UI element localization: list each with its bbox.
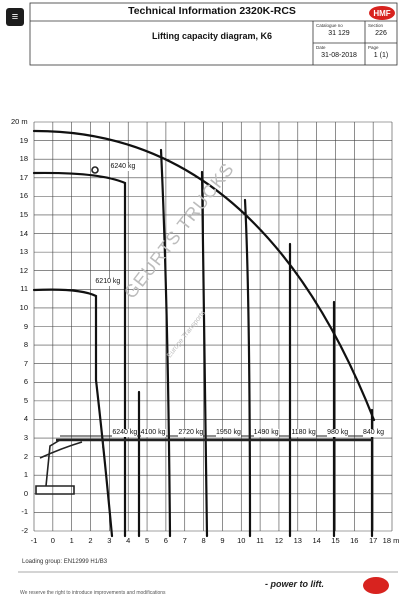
y-tick-label: 12 (19, 265, 28, 275)
y-tick-label: 11 (20, 284, 28, 294)
y-tick-label: 20 m (11, 117, 28, 126)
y-tick-label: -2 (21, 526, 28, 535)
x-tick-label: 18 m (382, 536, 400, 545)
x-tick-label: 10 (237, 536, 246, 545)
hmf-logo: HMF (369, 6, 395, 20)
y-tick-label: 14 (19, 228, 28, 238)
capacity-label: 6240 kg (112, 429, 138, 438)
outer-reach-envelope (32, 129, 376, 422)
crane-column (45, 439, 61, 487)
section-label: Section (368, 23, 384, 28)
corner-menu-icon: ≡ (6, 8, 24, 26)
curve-2720 (159, 148, 172, 538)
x-tick-label: 7 (182, 536, 187, 545)
catalogue-label: Catalogue no (316, 23, 343, 28)
x-tick-label: 6 (163, 536, 168, 545)
y-tick-label: 19 (19, 135, 28, 145)
y-tick-label: 1 (23, 470, 28, 480)
svg-text:HMF: HMF (373, 9, 390, 18)
y-tick-label: -1 (21, 507, 28, 517)
y-tick-label: 15 (19, 209, 28, 219)
y-tick-label: 5 (23, 395, 28, 405)
x-tick-label: 17 (368, 536, 378, 545)
capacity-label: 1180 kg (291, 429, 316, 438)
mid-work-envelope (32, 288, 114, 538)
x-tick-label: -1 (30, 536, 38, 545)
capacity-label: 980 kg (327, 429, 349, 438)
brand-oval (363, 577, 389, 594)
rights-notice: We reserve the right to introduce improv… (20, 590, 166, 596)
x-tick-label: 2 (88, 536, 93, 545)
curve-1490 (243, 198, 252, 538)
y-tick-label: 13 (19, 247, 28, 257)
capacity-label: 840 kg (362, 429, 384, 438)
loading-group: Loading group: EN12999 H1/B3 (22, 559, 108, 565)
capacity-label: 6240 kg (110, 163, 136, 172)
page-value: 1 (1) (373, 52, 389, 59)
x-tick-label: 8 (201, 536, 206, 545)
y-tick-label: 16 (19, 191, 28, 201)
x-tick-label: 0 (50, 536, 55, 545)
section-value: 226 (375, 30, 387, 37)
footer-divider (18, 571, 398, 573)
header-frame (29, 2, 398, 66)
x-tick-label: 4 (126, 536, 131, 545)
capacity-label: 1490 kg (253, 429, 279, 438)
y-tick-label: 4 (23, 414, 28, 424)
x-tick-label: 14 (312, 536, 321, 545)
date-value: 31-08-2018 (321, 52, 357, 59)
x-tick-label: 5 (144, 536, 150, 545)
x-tick-label: 9 (220, 536, 225, 545)
capacity-label: 6210 kg (95, 278, 121, 287)
y-tick-label: 2 (23, 451, 28, 461)
page-label: Page (368, 45, 379, 50)
y-tick-label: 17 (19, 172, 28, 182)
capacity-label: 2720 kg (178, 429, 204, 438)
crane-base (35, 485, 75, 495)
x-tick-label: 1 (69, 536, 74, 545)
y-tick-label: 7 (23, 358, 28, 368)
document-title: Technical Information 2320K-RCS (128, 5, 296, 17)
catalogue-value: 31 129 (328, 30, 350, 37)
slogan: - power to lift. (265, 579, 324, 589)
chart-grid (33, 121, 393, 532)
y-tick-label: 18 (19, 154, 28, 164)
y-tick-label: 6 (23, 377, 28, 387)
x-tick-label: 15 (331, 536, 340, 545)
document-subtitle: Lifting capacity diagram, K6 (151, 31, 273, 41)
x-tick-label: 13 (293, 536, 302, 545)
x-tick-label: 16 (350, 536, 359, 545)
y-tick-label: 10 (19, 302, 28, 312)
y-tick-label: 3 (23, 433, 28, 443)
capacity-label: 1950 kg (216, 429, 241, 438)
x-tick-label: 12 (274, 536, 284, 545)
x-tick-label: 11 (256, 536, 264, 545)
date-label: Date (316, 45, 326, 50)
tip-marker (91, 166, 99, 174)
y-tick-label: 8 (23, 340, 28, 350)
curve-1950 (200, 170, 209, 538)
x-tick-label: 3 (107, 536, 112, 545)
capacity-curves (32, 129, 376, 538)
upper-work-envelope (32, 171, 127, 538)
y-tick-label: 9 (23, 321, 28, 331)
capacity-label: 4100 kg (140, 429, 166, 438)
y-tick-label: 0 (23, 488, 28, 498)
